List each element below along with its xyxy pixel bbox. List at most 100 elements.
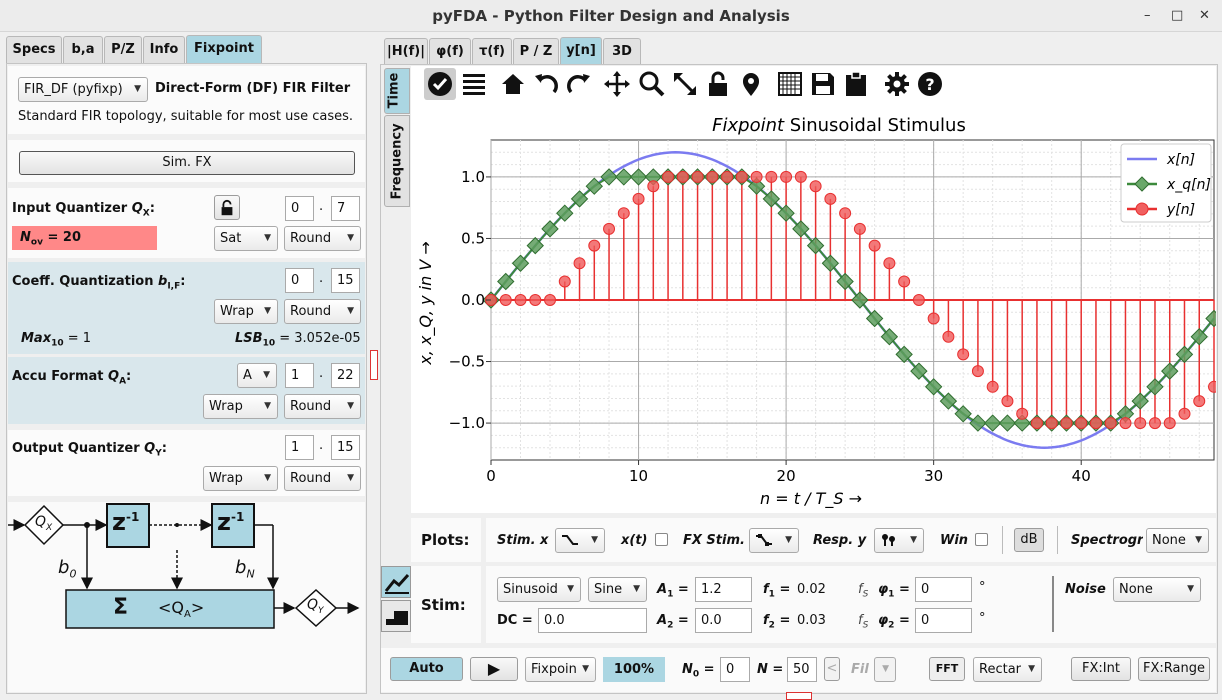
bottom-splitter-handle[interactable]: [786, 692, 812, 700]
tab-phase[interactable]: φ(f): [429, 38, 471, 65]
check-icon[interactable]: [426, 70, 454, 98]
settings-icon[interactable]: [883, 70, 911, 98]
tab-3d[interactable]: 3D: [603, 38, 641, 65]
sim-fx-button[interactable]: Sim. FX: [19, 151, 355, 175]
y-marker: [986, 380, 999, 393]
accu-quant-select[interactable]: Round ▼: [284, 394, 361, 419]
xq-marker: [806, 236, 825, 255]
phi1-input[interactable]: 0: [915, 577, 972, 602]
y-marker: [588, 239, 601, 252]
pan-icon[interactable]: [603, 70, 631, 98]
close-button[interactable]: ✕: [1199, 8, 1210, 23]
chevron-down-icon: ▼: [264, 233, 271, 243]
tab-impulse-response[interactable]: y[n]: [560, 37, 602, 65]
stim-x-select[interactable]: ▼: [555, 528, 605, 553]
a2-input[interactable]: 0.0: [695, 608, 752, 633]
fil-select[interactable]: ▼: [874, 657, 896, 682]
zoom-icon[interactable]: [638, 70, 666, 98]
coeff-int-bits[interactable]: 0: [285, 268, 314, 293]
n0-input[interactable]: 0: [720, 657, 750, 682]
a1-input[interactable]: 1.2: [695, 577, 752, 602]
accu-overflow-select[interactable]: Wrap ▼: [203, 394, 278, 419]
fixpoint-mode-select[interactable]: Fixpoin ▼: [525, 657, 596, 682]
output-overflow-select[interactable]: Wrap ▼: [203, 466, 278, 491]
home-icon[interactable]: [499, 70, 527, 98]
output-frac-bits[interactable]: 15: [331, 435, 360, 460]
input-int-bits[interactable]: 0: [285, 196, 314, 221]
stim-freq-tab[interactable]: [381, 600, 411, 632]
splitter-handle[interactable]: [370, 350, 378, 380]
fft-button[interactable]: FFT: [929, 657, 965, 681]
accu-int-bits[interactable]: 1: [285, 363, 314, 388]
y-marker: [662, 170, 675, 183]
dc-input[interactable]: 0.0: [538, 608, 647, 633]
xq-marker: [836, 272, 854, 291]
db-button[interactable]: dB: [1014, 528, 1044, 552]
output-int-bits[interactable]: 1: [285, 435, 314, 460]
accu-frac-bits[interactable]: 22: [331, 363, 360, 388]
noise-select[interactable]: None ▼: [1113, 577, 1201, 602]
dc-label: DC =: [497, 613, 533, 628]
fx-range-button[interactable]: FX:Range: [1138, 657, 1210, 681]
resp-y-label: Resp. y: [813, 533, 867, 548]
auto-button[interactable]: Auto: [390, 657, 463, 681]
tab-info[interactable]: Info: [143, 36, 185, 63]
y-marker: [1030, 417, 1043, 430]
minimize-button[interactable]: –: [1144, 8, 1151, 23]
n-input[interactable]: 50: [787, 657, 817, 682]
side-tab-time[interactable]: Time: [384, 68, 410, 114]
accu-mode-select[interactable]: A ▼: [237, 363, 277, 388]
f1-value[interactable]: 0.02: [797, 582, 826, 597]
stim-shape-select[interactable]: Sine ▼: [588, 577, 647, 602]
redo-icon[interactable]: [565, 70, 593, 98]
xt-checkbox[interactable]: [655, 533, 668, 546]
coeff-quant-select[interactable]: Round ▼: [284, 299, 361, 324]
xq-marker: [954, 405, 972, 423]
clipboard-icon[interactable]: [842, 70, 870, 98]
stim-type-select[interactable]: Sinusoid ▼: [497, 577, 581, 602]
chevron-down-icon: ▼: [134, 84, 141, 94]
undo-icon[interactable]: [532, 70, 560, 98]
tab-magnitude[interactable]: |H(f)|: [384, 38, 428, 65]
accu-format-label: Accu Format QA:: [12, 369, 132, 387]
y-marker: [603, 222, 616, 235]
list-icon[interactable]: [460, 70, 488, 98]
chevron-down-icon: ▼: [264, 473, 271, 483]
win-checkbox[interactable]: [975, 533, 988, 546]
tab-ba[interactable]: b,a: [63, 36, 103, 63]
coeff-frac-bits[interactable]: 15: [331, 268, 360, 293]
tab-specs[interactable]: Specs: [6, 36, 62, 63]
lock-button[interactable]: [214, 195, 240, 220]
tab-fixpoint[interactable]: Fixpoint: [186, 35, 262, 64]
resp-y-select[interactable]: ▼: [874, 528, 924, 553]
tab-pz[interactable]: P/Z: [104, 36, 142, 63]
xq-marker: [998, 414, 1017, 432]
topology-select[interactable]: FIR_DF (pyfixp) ▼: [18, 77, 148, 102]
fullscreen-icon[interactable]: [671, 70, 699, 98]
side-tab-frequency[interactable]: Frequency: [384, 115, 410, 207]
input-frac-bits[interactable]: 7: [331, 196, 360, 221]
grid-icon[interactable]: [776, 70, 804, 98]
input-overflow-select[interactable]: Sat ▼: [214, 226, 278, 251]
xq-marker: [747, 177, 766, 195]
save-icon[interactable]: [809, 70, 837, 98]
spectrogram-select[interactable]: None ▼: [1146, 528, 1209, 553]
play-button[interactable]: ▶: [470, 657, 518, 681]
lock-icon[interactable]: [704, 70, 732, 98]
window-select[interactable]: Rectar ▼: [973, 657, 1042, 682]
help-icon[interactable]: ?: [916, 70, 944, 98]
stim-time-tab[interactable]: [381, 566, 411, 598]
fil-arrow-button[interactable]: <: [824, 657, 840, 681]
output-quant-select[interactable]: Round ▼: [284, 466, 361, 491]
chevron-down-icon: ▼: [264, 401, 271, 411]
marker-icon[interactable]: [737, 70, 765, 98]
fx-stim-select[interactable]: ▼: [749, 528, 799, 553]
coeff-overflow-select[interactable]: Wrap ▼: [214, 299, 278, 324]
f2-value[interactable]: 0.03: [797, 613, 826, 628]
input-quant-select[interactable]: Round ▼: [284, 226, 361, 251]
maximize-button[interactable]: □: [1171, 8, 1184, 23]
tab-group-delay[interactable]: τ(f): [472, 38, 512, 65]
tab-pole-zero[interactable]: P / Z: [513, 38, 559, 65]
fx-int-button[interactable]: FX:Int: [1071, 657, 1131, 681]
phi2-input[interactable]: 0: [915, 608, 972, 633]
